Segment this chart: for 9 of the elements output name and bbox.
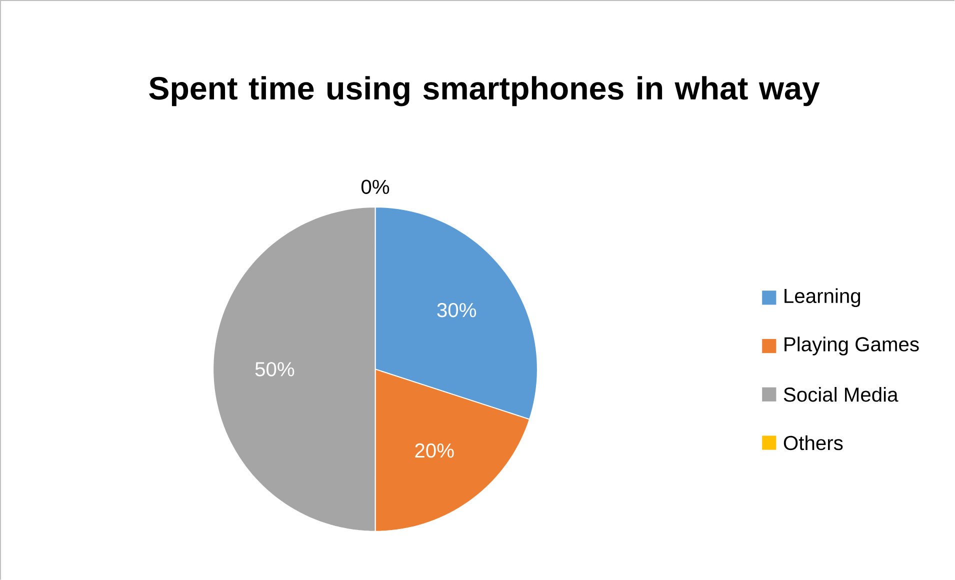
data-label: 30% <box>437 302 476 318</box>
legend-label: Learning <box>784 288 860 307</box>
text: 0% <box>361 180 390 194</box>
chart-title: Spent time using smartphones in what way <box>149 76 820 106</box>
legend-label: Social Media <box>784 386 898 402</box>
data-label: 20% <box>415 443 454 458</box>
legend-label: Playing Games <box>784 336 919 356</box>
legend-label: Others <box>784 435 843 450</box>
data-label: 50% <box>255 362 294 376</box>
